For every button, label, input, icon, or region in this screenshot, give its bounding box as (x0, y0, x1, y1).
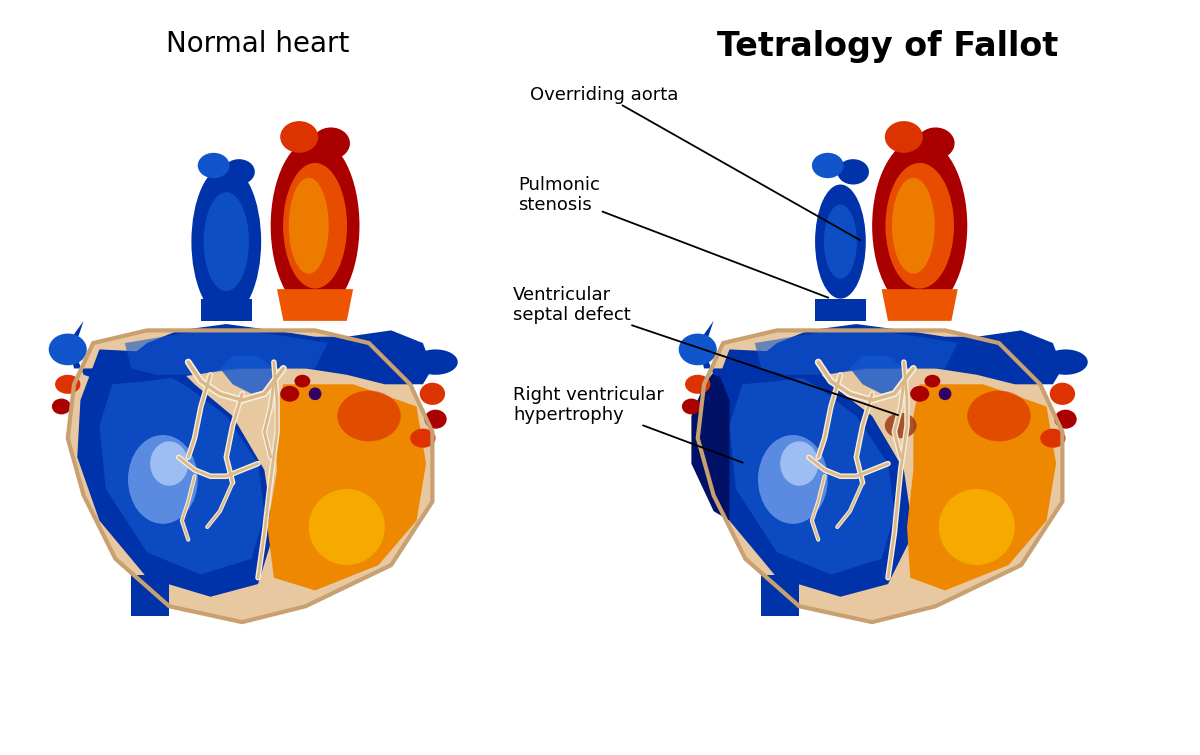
Ellipse shape (892, 177, 935, 274)
Ellipse shape (815, 184, 866, 299)
Polygon shape (67, 331, 432, 622)
Ellipse shape (884, 413, 917, 438)
Ellipse shape (838, 159, 869, 184)
Ellipse shape (308, 489, 385, 565)
Ellipse shape (967, 390, 1031, 442)
Ellipse shape (283, 163, 347, 288)
Text: Ventricular
septal defect: Ventricular septal defect (514, 285, 898, 415)
Polygon shape (815, 299, 866, 321)
Ellipse shape (910, 386, 929, 402)
Polygon shape (697, 321, 1062, 384)
Polygon shape (730, 368, 894, 575)
Ellipse shape (780, 442, 818, 485)
Ellipse shape (938, 387, 952, 400)
Polygon shape (882, 289, 958, 321)
Ellipse shape (280, 121, 318, 153)
Ellipse shape (1055, 410, 1076, 429)
Polygon shape (907, 384, 1056, 590)
Ellipse shape (1050, 383, 1075, 405)
Ellipse shape (924, 374, 941, 387)
Ellipse shape (425, 410, 446, 429)
Polygon shape (200, 299, 252, 321)
Polygon shape (277, 289, 353, 321)
Polygon shape (125, 331, 328, 374)
Ellipse shape (679, 334, 716, 365)
Ellipse shape (420, 383, 445, 405)
Ellipse shape (289, 177, 329, 274)
Ellipse shape (938, 489, 1015, 565)
Polygon shape (850, 356, 904, 394)
Ellipse shape (758, 435, 828, 524)
Ellipse shape (410, 429, 436, 448)
Text: Right ventricular
hypertrophy: Right ventricular hypertrophy (514, 386, 743, 463)
Ellipse shape (55, 374, 80, 394)
Ellipse shape (204, 192, 248, 291)
Ellipse shape (150, 442, 188, 485)
Ellipse shape (824, 205, 857, 279)
Ellipse shape (413, 350, 457, 374)
Polygon shape (268, 384, 426, 590)
Ellipse shape (1040, 429, 1066, 448)
Ellipse shape (337, 390, 401, 442)
Polygon shape (67, 321, 432, 384)
Ellipse shape (1043, 350, 1087, 374)
Ellipse shape (294, 374, 311, 387)
Ellipse shape (312, 128, 350, 159)
Ellipse shape (886, 163, 954, 288)
Ellipse shape (52, 399, 71, 414)
Ellipse shape (280, 386, 299, 402)
Text: Overriding aorta: Overriding aorta (530, 86, 860, 240)
Ellipse shape (223, 159, 254, 184)
Text: Tetralogy of Fallot: Tetralogy of Fallot (718, 30, 1058, 63)
Polygon shape (131, 575, 169, 616)
Polygon shape (220, 356, 274, 394)
Polygon shape (691, 368, 730, 521)
Ellipse shape (271, 139, 360, 313)
Ellipse shape (49, 334, 86, 365)
Ellipse shape (192, 165, 262, 318)
Ellipse shape (872, 139, 967, 313)
Ellipse shape (308, 387, 322, 400)
Polygon shape (761, 575, 799, 616)
Ellipse shape (917, 128, 954, 159)
Ellipse shape (682, 399, 701, 414)
Ellipse shape (884, 121, 923, 153)
Polygon shape (77, 350, 274, 596)
Polygon shape (697, 331, 1062, 622)
Text: Pulmonic
stenosis: Pulmonic stenosis (518, 176, 828, 297)
Polygon shape (707, 350, 913, 596)
Ellipse shape (812, 153, 844, 178)
Ellipse shape (685, 374, 710, 394)
Text: Normal heart: Normal heart (167, 30, 349, 58)
Ellipse shape (128, 435, 198, 524)
Ellipse shape (198, 153, 229, 178)
Polygon shape (100, 368, 264, 575)
Polygon shape (755, 331, 958, 374)
